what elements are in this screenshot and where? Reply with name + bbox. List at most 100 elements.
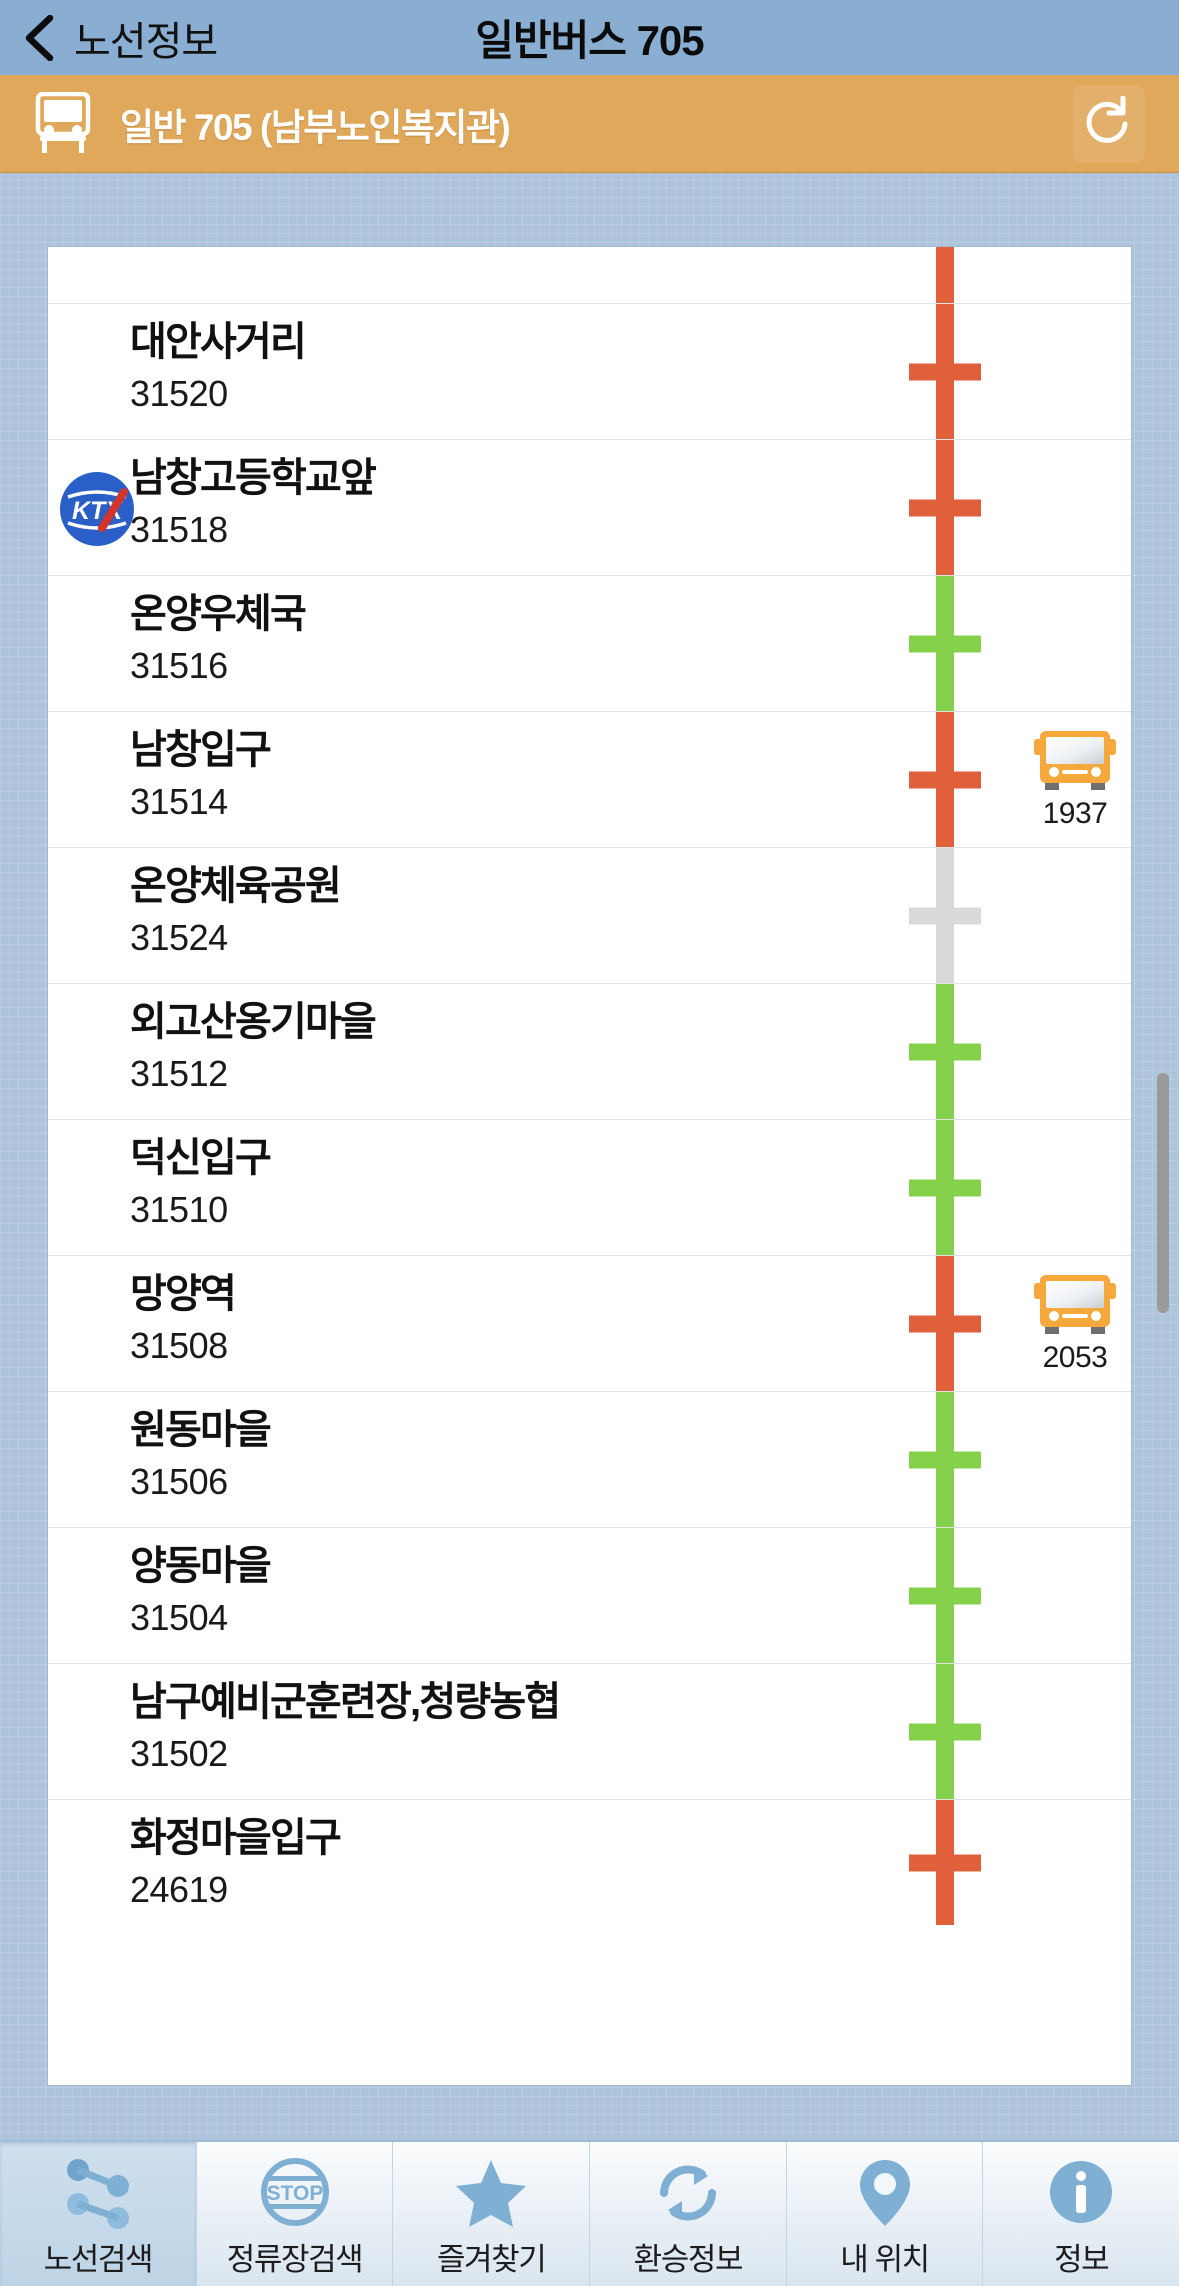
- stop-name: 외고산옹기마을: [130, 1000, 377, 1044]
- stop-text-block: 덕신입구 31510: [130, 1136, 272, 1230]
- stop-text-block: 망양역 31508: [130, 1272, 237, 1366]
- tab-route-share[interactable]: 노선검색: [0, 2142, 197, 2286]
- stop-text-block: 양동마을 31504: [130, 1544, 272, 1638]
- stop-id: 31510: [130, 1188, 228, 1230]
- stop-row[interactable]: 양동마을 31504: [48, 1528, 1131, 1664]
- stop-name: 온양우체국: [130, 592, 307, 636]
- stop-id: 31514: [130, 780, 228, 822]
- stop-name: 원동마을: [130, 1408, 272, 1452]
- stop-text-block: 대안사거리 31520: [130, 320, 307, 414]
- stop-row[interactable]: 화정마을입구 24619: [48, 1800, 1131, 1925]
- tab-transfer-sync[interactable]: 환승정보: [590, 2142, 787, 2286]
- stop-row[interactable]: 남창입구 31514 1937: [48, 712, 1131, 848]
- ktx-logo-icon: KTX: [60, 472, 134, 546]
- timeline-bar: [936, 247, 954, 303]
- stop-name: 덕신입구: [130, 1136, 272, 1180]
- stop-text-block: 온양우체국 31516: [130, 592, 307, 686]
- timeline-tick: [909, 771, 981, 788]
- tab-label: 정보: [1054, 2242, 1110, 2277]
- stop-id: 31512: [130, 1052, 228, 1094]
- stop-id: 31502: [130, 1732, 228, 1774]
- stop-text-block: 화정마을입구 24619: [130, 1816, 342, 1910]
- timeline-tick: [909, 1043, 981, 1060]
- stop-name: 남창고등학교앞: [130, 456, 377, 500]
- stop-name: 온양체육공원: [130, 864, 342, 908]
- bus-front-icon: [35, 91, 91, 153]
- stop-row[interactable]: 원동마을 31506: [48, 1392, 1131, 1528]
- top-navigation-bar: 노선정보 일반버스 705: [0, 0, 1179, 75]
- stop-id: 31504: [130, 1596, 228, 1638]
- stop-row[interactable]: 망양역 31508 2053: [48, 1256, 1131, 1392]
- stop-row[interactable]: 온양체육공원 31524: [48, 848, 1131, 984]
- stop-id: 31508: [130, 1324, 228, 1366]
- stop-id: 31518: [130, 508, 228, 550]
- ktx-station-badge: KTX: [58, 470, 136, 548]
- back-button[interactable]: 노선정보: [0, 0, 218, 75]
- bus-position-icon: [1034, 730, 1116, 790]
- tab-info-circle[interactable]: 정보: [983, 2142, 1179, 2286]
- stop-text-block: 남창고등학교앞 31518: [130, 456, 377, 550]
- chevron-left-icon: [25, 14, 54, 61]
- route-title: 일반 705 (남부노인복지관): [120, 106, 511, 148]
- timeline-tick: [909, 635, 981, 652]
- star-icon: [453, 2156, 529, 2230]
- bus-position-marker[interactable]: 1937: [1010, 729, 1131, 831]
- timeline-tick: [909, 499, 981, 516]
- stop-sign-icon: STOP: [257, 2156, 333, 2230]
- refresh-icon: [1086, 95, 1128, 143]
- tab-label: 즐겨찾기: [436, 2242, 547, 2277]
- refresh-button[interactable]: [1073, 84, 1145, 163]
- vertical-scrollbar[interactable]: [1157, 1073, 1169, 1313]
- tab-star[interactable]: 즐겨찾기: [393, 2142, 591, 2286]
- timeline-tick: [909, 1179, 981, 1196]
- stop-id: 31506: [130, 1460, 228, 1502]
- timeline-tick: [909, 1451, 981, 1468]
- stop-row[interactable]: 외고산옹기마을 31512: [48, 984, 1131, 1120]
- stop-row[interactable]: 대안사거리 31520: [48, 304, 1131, 440]
- stop-text-block: 외고산옹기마을 31512: [130, 1000, 377, 1094]
- timeline-tick: [909, 1723, 981, 1740]
- timeline-tick: [909, 1854, 981, 1871]
- route-share-icon: [60, 2156, 136, 2230]
- stop-row[interactable]: 덕신입구 31510: [48, 1120, 1131, 1256]
- map-pin-icon: [847, 2156, 923, 2230]
- back-button-label: 노선정보: [74, 19, 218, 64]
- timeline-tick: [909, 907, 981, 924]
- bus-vehicle-number: 1937: [1042, 796, 1108, 830]
- tab-map-pin[interactable]: 내 위치: [787, 2142, 984, 2286]
- stop-row[interactable]: 남구예비군훈련장,청량농협 31502: [48, 1664, 1131, 1800]
- bus-vehicle-number: 2053: [1042, 1340, 1108, 1374]
- stop-name: 남구예비군훈련장,청량농협: [130, 1680, 561, 1724]
- tab-stop-sign[interactable]: STOP 정류장검색: [197, 2142, 394, 2286]
- tab-label: 내 위치: [840, 2242, 930, 2277]
- stop-id: 31516: [130, 644, 228, 686]
- tab-label: 환승정보: [633, 2242, 744, 2277]
- stop-id: 31524: [130, 916, 228, 958]
- stop-row[interactable]: KTX 남창고등학교앞 31518: [48, 440, 1131, 576]
- stop-id: 24619: [130, 1868, 228, 1910]
- info-circle-icon: [1043, 2156, 1119, 2230]
- stop-name: 망양역: [130, 1272, 237, 1316]
- stop-list[interactable]: 31522 대안사거리 31520 KTX 남창고등학교앞 31518 온양우체국 315…: [48, 247, 1131, 2085]
- stop-name: 남창입구: [130, 728, 272, 772]
- route-header-bar: 일반 705 (남부노인복지관): [0, 75, 1179, 173]
- tab-label: 노선검색: [43, 2242, 154, 2277]
- bus-position-icon: [1034, 1274, 1116, 1334]
- stop-name: 대안사거리: [130, 320, 307, 364]
- stop-text-block: 남구예비군훈련장,청량농협 31502: [130, 1680, 561, 1774]
- bus-position-marker[interactable]: 2053: [1010, 1273, 1131, 1375]
- timeline-tick: [909, 1587, 981, 1604]
- stop-row[interactable]: 31522: [48, 247, 1131, 304]
- stop-id: 31520: [130, 372, 228, 414]
- stop-text-block: 남창입구 31514: [130, 728, 272, 822]
- timeline-tick: [909, 1315, 981, 1332]
- stop-name: 화정마을입구: [130, 1816, 342, 1860]
- stop-row[interactable]: 온양우체국 31516: [48, 576, 1131, 712]
- stop-text-block: 원동마을 31506: [130, 1408, 272, 1502]
- stop-text-block: 온양체육공원 31524: [130, 864, 342, 958]
- tab-label: 정류장검색: [226, 2242, 364, 2277]
- transfer-sync-icon: [650, 2156, 726, 2230]
- bottom-tab-bar: 노선검색 STOP 정류장검색 즐겨찾기 환승정보 내 위치 정보: [0, 2140, 1179, 2286]
- svg-text:STOP: STOP: [266, 2182, 323, 2205]
- timeline-tick: [909, 363, 981, 380]
